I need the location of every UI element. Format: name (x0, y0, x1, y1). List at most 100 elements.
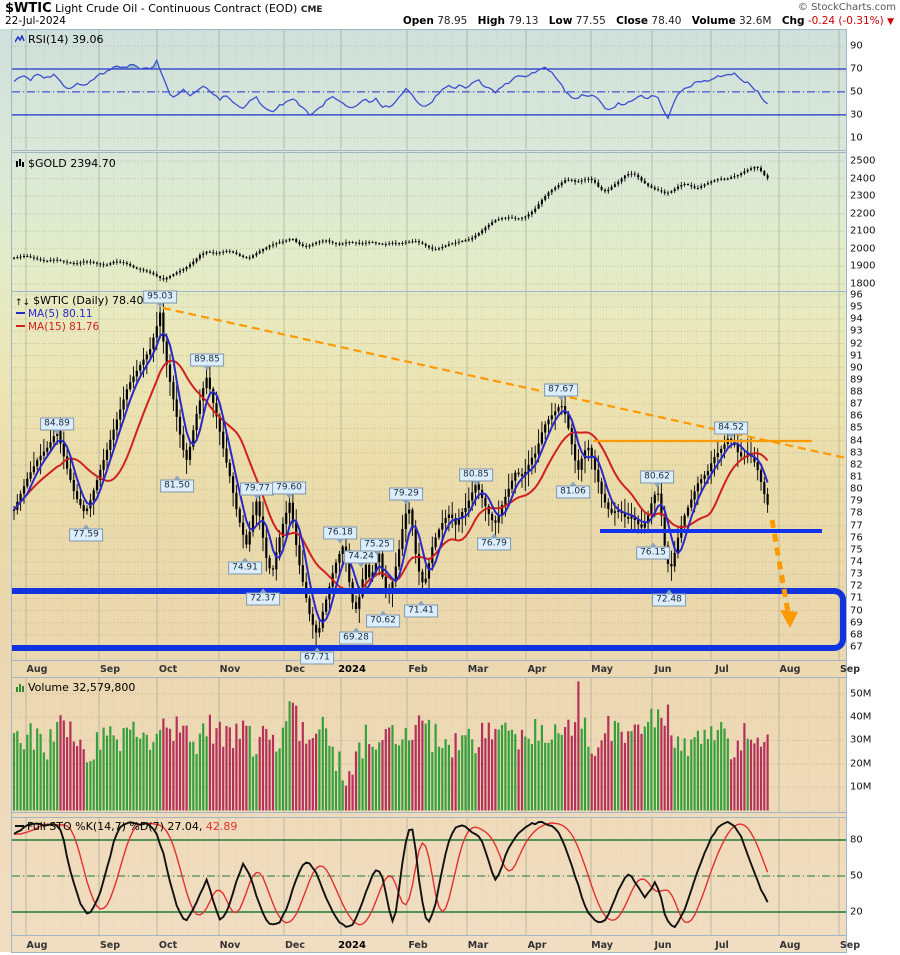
month-label: Sep (839, 940, 861, 951)
axis-tick: 67 (850, 641, 863, 653)
month-label: Sep (99, 940, 121, 951)
callout-pointer-icon (489, 533, 498, 539)
callout-pointer-icon (401, 499, 410, 505)
price-callout: 77.59 (69, 524, 103, 542)
axis-tick: 2100 (850, 225, 876, 237)
callout-pointer-icon (284, 493, 293, 499)
axis-tick: 50 (850, 86, 863, 98)
ma5-line-icon (16, 312, 25, 314)
open-value: 78.95 (437, 15, 468, 27)
month-label: Jun (654, 940, 672, 951)
price-callout: 80.62 (640, 470, 674, 488)
ma15-line-icon (16, 325, 25, 327)
price-callout: 74.24 (344, 550, 378, 568)
price-callout: 81.50 (160, 475, 194, 493)
axis-tick: 88 (850, 386, 863, 398)
callout-pointer-icon (335, 538, 344, 544)
price-callout: 84.52 (714, 421, 748, 439)
callout-pointer-icon (240, 557, 249, 563)
volume-bars-icon (15, 682, 25, 695)
axis-tick: 95 (850, 301, 863, 313)
panel-border (11, 817, 847, 818)
price-callout: 76.79 (477, 533, 511, 551)
axis-tick: 80 (850, 483, 863, 495)
gold-icon (15, 158, 25, 171)
chart-date: 22-Jul-2024 (5, 15, 66, 27)
price-callout: 67.71 (300, 647, 334, 665)
copyright-link[interactable]: © StockCharts.com (797, 2, 896, 13)
price-callout: 74.91 (228, 557, 262, 575)
month-label: May (591, 940, 613, 951)
month-label: Aug (26, 664, 48, 675)
axis-tick: 74 (850, 556, 863, 568)
axis-tick: 90 (850, 362, 863, 374)
callout-pointer-icon (416, 600, 425, 606)
exchange-label: CME (300, 5, 323, 15)
month-label: May (591, 664, 613, 675)
month-label: Feb (408, 940, 428, 951)
axis-tick: 20M (850, 758, 872, 770)
ma15-label: MA(15) 81.76 (16, 321, 99, 333)
month-label: Sep (839, 664, 861, 675)
callout-pointer-icon (556, 395, 565, 401)
panel-border-right (846, 30, 847, 952)
panel-border (11, 952, 847, 953)
high-label: High (477, 15, 506, 27)
axis-tick: 70 (850, 605, 863, 617)
month-label: Jun (654, 664, 672, 675)
axis-tick: 50M (850, 688, 872, 700)
volume-value: 32.6M (739, 15, 772, 27)
panel-border (11, 812, 847, 813)
high-value: 79.13 (508, 15, 539, 27)
axis-tick: 2500 (850, 155, 876, 167)
price-callout: 76.15 (636, 542, 670, 560)
price-callout: 89.85 (190, 353, 224, 371)
callout-pointer-icon (52, 429, 61, 435)
axis-tick: 87 (850, 398, 863, 410)
close-value: 78.40 (651, 15, 682, 27)
price-callout: 72.48 (652, 589, 686, 607)
axis-tick: 68 (850, 629, 863, 641)
volume-panel-label: Volume 32,579,800 (15, 681, 135, 695)
axis-tick: 84 (850, 435, 863, 447)
axis-tick: 77 (850, 520, 863, 532)
open-label: Open (402, 15, 434, 27)
chg-label: Chg (781, 15, 805, 27)
price-callout: 69.28 (339, 627, 373, 645)
axis-tick: 20 (850, 906, 863, 918)
price-callout: 79.29 (389, 487, 423, 505)
axis-tick: 90 (850, 40, 863, 52)
chg-down-icon: ▼ (887, 17, 894, 27)
axis-tick: 81 (850, 471, 863, 483)
sto-line-icon (15, 825, 24, 827)
panel-border-left (11, 30, 12, 952)
month-label: Aug (779, 664, 801, 675)
price-callout: 71.41 (404, 600, 438, 618)
ticker-symbol: $WTIC (5, 1, 52, 16)
price-callout: 70.62 (366, 610, 400, 628)
updown-arrows-icon: ↑↓ (15, 298, 31, 308)
quote-strip: Open 78.95 High 79.13 Low 77.55 Close 78… (396, 15, 894, 27)
axis-tick: 2200 (850, 208, 876, 220)
callout-pointer-icon (568, 481, 577, 487)
panel-border (11, 150, 847, 151)
price-callout: 76.18 (323, 526, 357, 544)
callout-pointer-icon (378, 610, 387, 616)
axis-tick: 50 (850, 870, 863, 882)
callout-pointer-icon (312, 647, 321, 653)
axis-tick: 71 (850, 592, 863, 604)
month-label: Jul (715, 664, 729, 675)
axis-tick: 96 (850, 289, 863, 301)
price-callout: 84.89 (40, 417, 74, 435)
chg-value: -0.24 (-0.31%) (807, 15, 884, 27)
callout-pointer-icon (258, 588, 267, 594)
axis-tick: 83 (850, 447, 863, 459)
axis-tick: 80 (850, 834, 863, 846)
month-label: Aug (26, 940, 48, 951)
sto-panel-label: Full STO %K(14,7) %D(7) 27.04, 42.89 (15, 820, 237, 833)
month-label: Apr (527, 940, 547, 951)
axis-tick: 72 (850, 580, 863, 592)
panel-border (11, 152, 847, 153)
price-callout: 80.85 (459, 468, 493, 486)
